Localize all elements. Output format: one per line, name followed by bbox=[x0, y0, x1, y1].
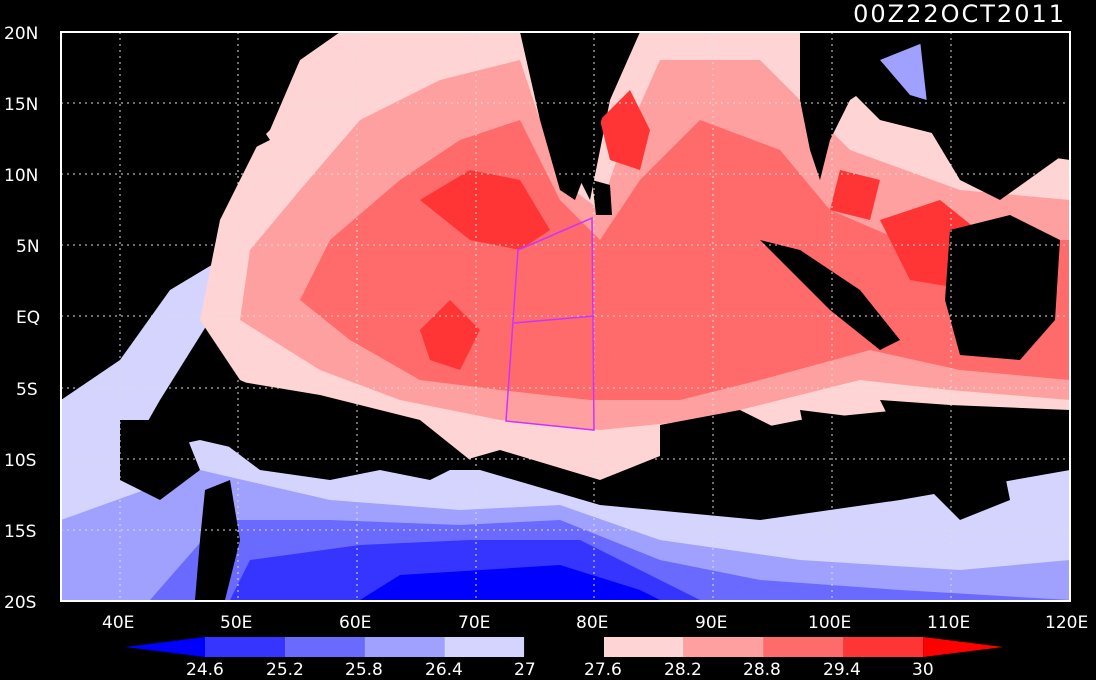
colorbar-tick-label: 28.8 bbox=[743, 660, 781, 680]
lon-label: 40E bbox=[102, 613, 134, 633]
colorbar-tick-label: 26.4 bbox=[425, 660, 463, 680]
lat-label: 20N bbox=[4, 24, 38, 44]
lat-label: 5N bbox=[16, 237, 40, 257]
colorbar-tick-label: 25.2 bbox=[266, 660, 304, 680]
colorbar-segment bbox=[843, 637, 924, 657]
colorbar-segment bbox=[205, 637, 285, 657]
lat-label: 10N bbox=[4, 166, 38, 186]
colorbar-segment bbox=[683, 637, 764, 657]
lon-label: 120E bbox=[1045, 613, 1088, 633]
lon-label: 50E bbox=[220, 613, 252, 633]
colorbar-arrow-left bbox=[125, 637, 205, 657]
lon-axis: 40E 50E 60E 70E 80E 90E 100E 110E 120E bbox=[102, 613, 1088, 633]
lat-label: 5S bbox=[16, 380, 38, 400]
lat-label: 20S bbox=[4, 593, 36, 613]
lon-label: 60E bbox=[339, 613, 371, 633]
colorbar-segment bbox=[763, 637, 844, 657]
colorbar-tick-label: 27.6 bbox=[584, 660, 622, 680]
colorbar-tick-label: 29.4 bbox=[823, 660, 861, 680]
lat-label: EQ bbox=[16, 308, 40, 328]
lat-label: 15S bbox=[4, 522, 36, 542]
colorbar-tick-label: 28.2 bbox=[664, 660, 702, 680]
colorbar-ticks: 24.6 25.2 25.8 26.4 27 27.6 28.2 28.8 29… bbox=[186, 660, 934, 680]
colorbar-segment bbox=[364, 637, 445, 657]
colorbar-tick-label: 30 bbox=[912, 660, 934, 680]
colorbar-segment bbox=[444, 637, 525, 657]
lon-label: 80E bbox=[576, 613, 608, 633]
study-region-outline bbox=[505, 216, 595, 431]
map-frame bbox=[60, 31, 1071, 602]
colorbar-segment bbox=[524, 637, 604, 657]
lon-label: 90E bbox=[695, 613, 727, 633]
lon-label: 70E bbox=[458, 613, 490, 633]
map-title: 00Z22OCT2011 bbox=[853, 0, 1066, 28]
colorbar-segment bbox=[604, 637, 684, 657]
map-grid bbox=[61, 32, 1070, 601]
colorbar bbox=[125, 637, 1004, 657]
lon-label: 110E bbox=[927, 613, 970, 633]
lat-label: 15N bbox=[4, 95, 38, 115]
lat-label: 10S bbox=[4, 451, 36, 471]
colorbar-tick-label: 27 bbox=[514, 660, 536, 680]
colorbar-tick-label: 24.6 bbox=[186, 660, 224, 680]
lon-label: 100E bbox=[808, 613, 851, 633]
colorbar-arrow-right bbox=[923, 637, 1004, 657]
colorbar-tick-label: 25.8 bbox=[345, 660, 383, 680]
colorbar-segment bbox=[284, 637, 365, 657]
lat-axis: 20N 15N 10N 5N EQ 5S 10S 15S 20S bbox=[4, 24, 40, 613]
